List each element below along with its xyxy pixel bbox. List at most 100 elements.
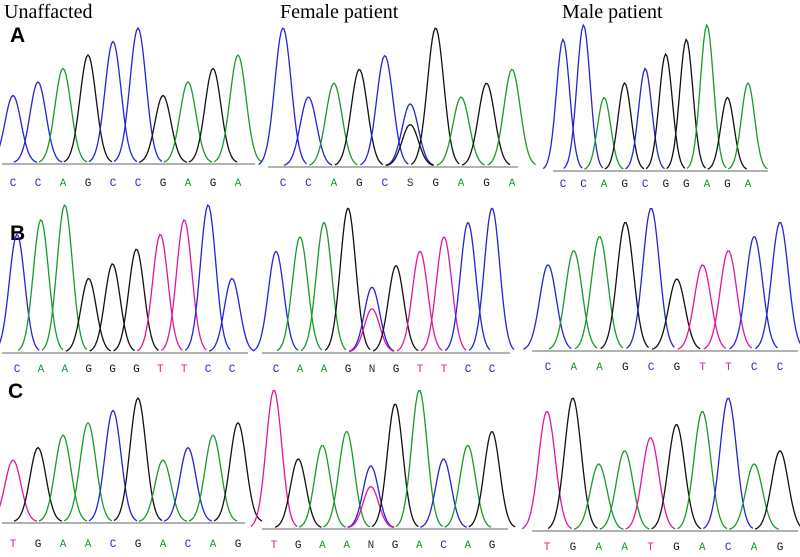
trace-peak bbox=[63, 421, 113, 522]
base-call: G bbox=[356, 178, 363, 190]
base-call: T bbox=[157, 364, 164, 376]
trace-peak bbox=[686, 23, 727, 169]
base-call: T bbox=[725, 362, 732, 374]
base-call: A bbox=[319, 540, 326, 552]
trace-peak bbox=[323, 431, 371, 528]
base-call: G bbox=[235, 539, 242, 551]
trace-peak bbox=[160, 218, 207, 352]
base-call: C bbox=[725, 542, 732, 554]
trace-peak bbox=[88, 409, 138, 522]
trace-peak bbox=[468, 207, 515, 351]
base-call: A bbox=[60, 539, 67, 551]
trace-peak bbox=[113, 396, 163, 522]
chromatograms: C C A G C C G A G A C C A G C S G A G A C C A G C G G A G AC A A G G G T T C C… bbox=[0, 23, 800, 554]
trace-peak bbox=[385, 124, 434, 167]
base-call: G bbox=[622, 362, 629, 374]
trace-peak bbox=[163, 81, 213, 163]
row-label: B bbox=[10, 222, 25, 245]
base-call: A bbox=[570, 362, 577, 374]
base-call: C bbox=[545, 362, 552, 374]
base-call: A bbox=[596, 362, 603, 374]
base-call: G bbox=[489, 540, 496, 552]
trace-peak bbox=[600, 222, 650, 350]
trace-peak bbox=[563, 23, 604, 169]
base-call: G bbox=[295, 540, 302, 552]
trace-peak bbox=[213, 421, 263, 522]
base-call: A bbox=[745, 179, 752, 191]
base-call: G bbox=[85, 178, 92, 190]
base-call: N bbox=[368, 540, 375, 552]
trace-peak bbox=[0, 459, 38, 522]
base-call: T bbox=[544, 542, 551, 554]
base-call: C bbox=[648, 362, 655, 374]
trace-peak bbox=[137, 233, 183, 352]
base-call: A bbox=[321, 364, 328, 376]
base-call: A bbox=[464, 540, 471, 552]
trace-peak bbox=[38, 434, 88, 522]
trace-peak bbox=[754, 450, 800, 530]
trace-peak bbox=[468, 431, 516, 528]
trace-peak bbox=[703, 397, 754, 530]
trace-peak bbox=[348, 308, 395, 353]
base-call: A bbox=[331, 178, 338, 190]
base-call: G bbox=[35, 539, 42, 551]
base-call: A bbox=[38, 364, 45, 376]
base-call: A bbox=[704, 179, 711, 191]
trace-peak bbox=[88, 40, 138, 163]
base-call: A bbox=[61, 364, 68, 376]
trace-peak bbox=[184, 204, 231, 351]
trace-peak bbox=[420, 458, 468, 528]
base-call: G bbox=[570, 542, 577, 554]
trace-peak bbox=[208, 277, 255, 352]
trace-peak bbox=[258, 27, 308, 166]
trace-peak bbox=[444, 221, 491, 352]
trace-peak bbox=[396, 250, 443, 352]
trace-peak bbox=[41, 204, 88, 351]
base-call: A bbox=[699, 542, 706, 554]
trace-peak bbox=[703, 250, 753, 350]
base-call: C bbox=[273, 364, 280, 376]
trace-peak bbox=[113, 26, 163, 163]
trace-peak bbox=[487, 68, 536, 166]
trace-peak bbox=[371, 403, 419, 528]
base-call: A bbox=[235, 178, 242, 190]
trace-peak bbox=[213, 53, 263, 163]
trace-peak bbox=[0, 233, 40, 351]
trace-peak bbox=[347, 465, 395, 528]
trace-peak bbox=[461, 82, 511, 166]
trace-peak bbox=[626, 207, 675, 349]
base-call: C bbox=[305, 178, 312, 190]
trace-peak bbox=[300, 221, 347, 352]
trace-peak bbox=[163, 446, 213, 522]
base-call: T bbox=[181, 364, 188, 376]
trace-peak bbox=[13, 446, 63, 522]
base-call: C bbox=[135, 178, 142, 190]
base-call: A bbox=[85, 539, 92, 551]
base-call: A bbox=[416, 540, 423, 552]
base-call: G bbox=[345, 364, 352, 376]
base-call: G bbox=[674, 362, 681, 374]
trace-peak bbox=[599, 450, 650, 530]
base-call: A bbox=[160, 539, 167, 551]
base-call: A bbox=[185, 178, 192, 190]
base-call: G bbox=[621, 179, 628, 191]
base-call: C bbox=[465, 364, 472, 376]
base-call: A bbox=[297, 364, 304, 376]
trace-peak bbox=[729, 236, 778, 350]
base-call: G bbox=[393, 364, 400, 376]
base-call: C bbox=[110, 539, 117, 551]
trace-peak bbox=[523, 264, 572, 350]
base-call: N bbox=[369, 364, 376, 376]
base-call: T bbox=[699, 362, 706, 374]
base-call: S bbox=[407, 178, 414, 190]
base-call: T bbox=[441, 364, 448, 376]
trace-peak bbox=[138, 459, 188, 522]
base-call: G bbox=[109, 364, 116, 376]
base-call: C bbox=[229, 364, 236, 376]
trace-peak bbox=[188, 67, 238, 163]
trace-peak bbox=[250, 389, 298, 528]
trace-peak bbox=[89, 263, 135, 352]
base-call: G bbox=[483, 178, 490, 190]
base-call: C bbox=[489, 364, 496, 376]
